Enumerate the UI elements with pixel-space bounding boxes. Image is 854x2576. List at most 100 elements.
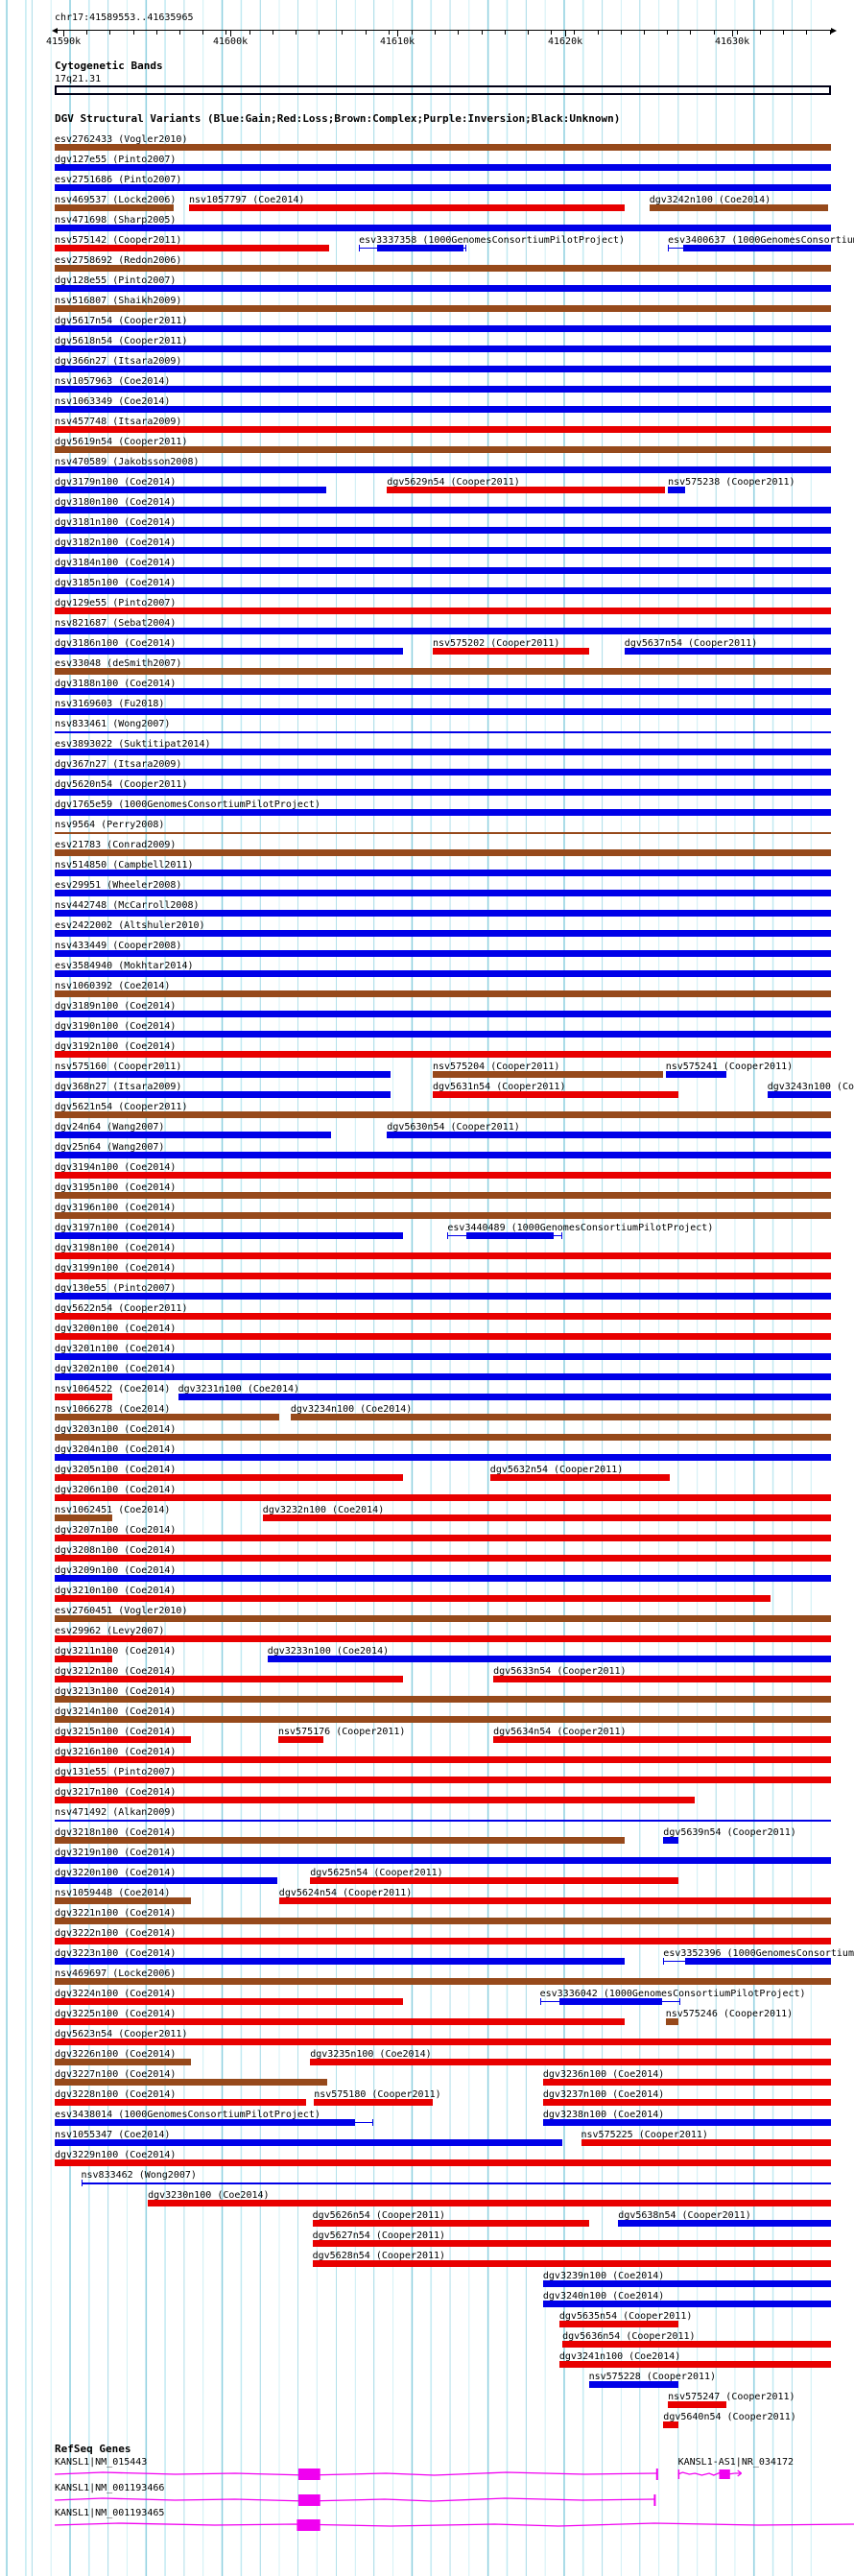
variant-label[interactable]: dgv3205n100 (Coe2014) [55, 1465, 177, 1475]
variant-label[interactable]: esv2422002 (Altshuler2010) [55, 920, 205, 931]
variant-bar[interactable] [55, 608, 831, 614]
variant-bar[interactable] [55, 910, 831, 917]
variant-label[interactable]: dgv24n64 (Wang2007) [55, 1122, 165, 1133]
variant-bar[interactable] [55, 527, 831, 534]
variant-label[interactable]: dgv5632n54 (Cooper2011) [489, 1465, 624, 1475]
variant-label[interactable]: dgv131e55 (Pinto2007) [55, 1767, 177, 1777]
variant-label[interactable]: dgv5633n54 (Cooper2011) [493, 1666, 627, 1677]
variant-label[interactable]: nsv575241 (Cooper2011) [665, 1061, 794, 1072]
variant-label[interactable]: dgv5617n54 (Cooper2011) [55, 316, 188, 326]
variant-bar[interactable] [55, 628, 831, 634]
variant-label[interactable]: dgv3217n100 (Coe2014) [55, 1787, 177, 1798]
variant-label[interactable]: dgv3188n100 (Coe2014) [55, 679, 177, 689]
variant-bar[interactable] [683, 245, 831, 251]
variant-bar[interactable] [55, 1575, 831, 1582]
variant-label[interactable]: esv21783 (Conrad2009) [55, 840, 177, 850]
variant-bar[interactable] [55, 870, 831, 876]
variant-bar[interactable] [55, 1031, 831, 1038]
variant-bar[interactable] [465, 1232, 555, 1239]
variant-bar[interactable] [55, 204, 174, 211]
variant-bar[interactable] [55, 1313, 831, 1320]
variant-bar[interactable] [55, 688, 831, 695]
variant-bar[interactable] [55, 1111, 831, 1118]
variant-label[interactable]: dgv5630n54 (Cooper2011) [387, 1122, 520, 1133]
variant-bar[interactable] [55, 1212, 831, 1219]
variant-label[interactable]: nsv516807 (Shaikh2009) [55, 296, 182, 306]
variant-bar[interactable] [558, 2321, 678, 2327]
variant-bar[interactable] [55, 708, 831, 715]
variant-label[interactable]: dgv3229n100 (Coe2014) [55, 2150, 177, 2160]
variant-label[interactable]: esv3336042 (1000GenomesConsortiumPilotPr… [539, 1989, 806, 1999]
variant-label[interactable]: dgv129e55 (Pinto2007) [55, 598, 177, 608]
variant-bar[interactable] [55, 144, 831, 151]
variant-label[interactable]: dgv3192n100 (Coe2014) [55, 1041, 177, 1052]
variant-label[interactable]: dgv3234n100 (Coe2014) [290, 1404, 413, 1415]
variant-bar[interactable] [55, 1736, 191, 1743]
variant-bar[interactable] [668, 2401, 726, 2408]
variant-label[interactable]: dgv5637n54 (Cooper2011) [624, 638, 758, 649]
variant-label[interactable]: dgv3203n100 (Coe2014) [55, 1424, 177, 1435]
variant-label[interactable]: esv3352396 (1000GenomesConsortiumPilotPr… [663, 1948, 854, 1959]
variant-bar[interactable] [663, 2421, 678, 2428]
variant-bar[interactable] [55, 1696, 831, 1703]
variant-bar[interactable] [310, 2059, 831, 2065]
variant-bar[interactable] [433, 648, 590, 655]
gene-label[interactable]: KANSL1|NM_001193466 [55, 2483, 165, 2493]
variant-label[interactable]: dgv3222n100 (Coe2014) [55, 1928, 177, 1939]
variant-bar[interactable] [665, 1071, 726, 1078]
variant-bar[interactable] [55, 1756, 831, 1763]
variant-label[interactable]: esv29951 (Wheeler2008) [55, 880, 182, 891]
variant-bar[interactable] [55, 285, 831, 292]
variant-label[interactable]: dgv5634n54 (Cooper2011) [493, 1727, 627, 1737]
variant-label[interactable]: dgv3224n100 (Coe2014) [55, 1989, 177, 1999]
variant-label[interactable]: dgv3215n100 (Coe2014) [55, 1727, 177, 1737]
variant-bar[interactable] [767, 1091, 831, 1098]
variant-bar[interactable] [55, 1333, 831, 1340]
variant-bar[interactable] [314, 2099, 433, 2106]
variant-bar[interactable] [55, 1293, 831, 1300]
variant-label[interactable]: dgv3204n100 (Coe2014) [55, 1444, 177, 1455]
variant-bar[interactable] [387, 487, 665, 493]
variant-bar[interactable] [55, 487, 327, 493]
variant-bar[interactable] [542, 2079, 831, 2086]
variant-bar[interactable] [558, 1998, 662, 2005]
variant-label[interactable]: nsv821687 (Sebat2004) [55, 618, 177, 629]
variant-bar[interactable] [55, 567, 831, 574]
variant-bar[interactable] [55, 245, 330, 251]
variant-label[interactable]: dgv5626n54 (Cooper2011) [312, 2210, 446, 2221]
variant-label[interactable]: dgv5631n54 (Cooper2011) [433, 1082, 566, 1092]
variant-bar[interactable] [493, 1736, 831, 1743]
variant-label[interactable]: nsv433449 (Cooper2008) [55, 941, 182, 951]
variant-bar[interactable] [55, 346, 831, 352]
variant-label[interactable]: dgv5618n54 (Cooper2011) [55, 336, 188, 346]
variant-bar[interactable] [55, 2079, 327, 2086]
variant-label[interactable]: nsv575247 (Cooper2011) [668, 2392, 795, 2402]
variant-bar[interactable] [278, 1736, 323, 1743]
variant-bar[interactable] [55, 789, 831, 796]
variant-bar[interactable] [55, 749, 831, 755]
variant-label[interactable]: dgv3195n100 (Coe2014) [55, 1182, 177, 1193]
variant-bar[interactable] [581, 2139, 831, 2146]
variant-bar[interactable] [558, 2361, 831, 2368]
variant-bar[interactable] [562, 2341, 831, 2348]
variant-label[interactable]: nsv442748 (McCarroll2008) [55, 900, 200, 911]
variant-label[interactable]: esv2762433 (Vogler2010) [55, 134, 188, 145]
variant-label[interactable]: dgv3211n100 (Coe2014) [55, 1646, 177, 1657]
variant-label[interactable]: dgv3185n100 (Coe2014) [55, 578, 177, 588]
variant-label[interactable]: dgv3212n100 (Coe2014) [55, 1666, 177, 1677]
variant-label[interactable]: nsv833461 (Wong2007) [55, 719, 171, 729]
variant-bar[interactable] [55, 2119, 356, 2126]
variant-bar[interactable] [55, 1918, 831, 1924]
variant-bar[interactable] [55, 2059, 191, 2065]
variant-label[interactable]: dgv3231n100 (Coe2014) [178, 1384, 300, 1395]
variant-label[interactable]: dgv3228n100 (Coe2014) [55, 2089, 177, 2100]
variant-bar[interactable] [55, 1494, 831, 1501]
variant-label[interactable]: nsv575180 (Cooper2011) [314, 2089, 441, 2100]
variant-label[interactable]: dgv5627n54 (Cooper2011) [312, 2230, 446, 2241]
variant-bar[interactable] [55, 769, 831, 775]
variant-bar[interactable] [55, 1978, 831, 1985]
variant-bar[interactable] [624, 648, 831, 655]
variant-bar[interactable] [55, 366, 831, 372]
variant-label[interactable]: dgv127e55 (Pinto2007) [55, 155, 177, 165]
variant-label[interactable]: dgv3232n100 (Coe2014) [262, 1505, 385, 1515]
